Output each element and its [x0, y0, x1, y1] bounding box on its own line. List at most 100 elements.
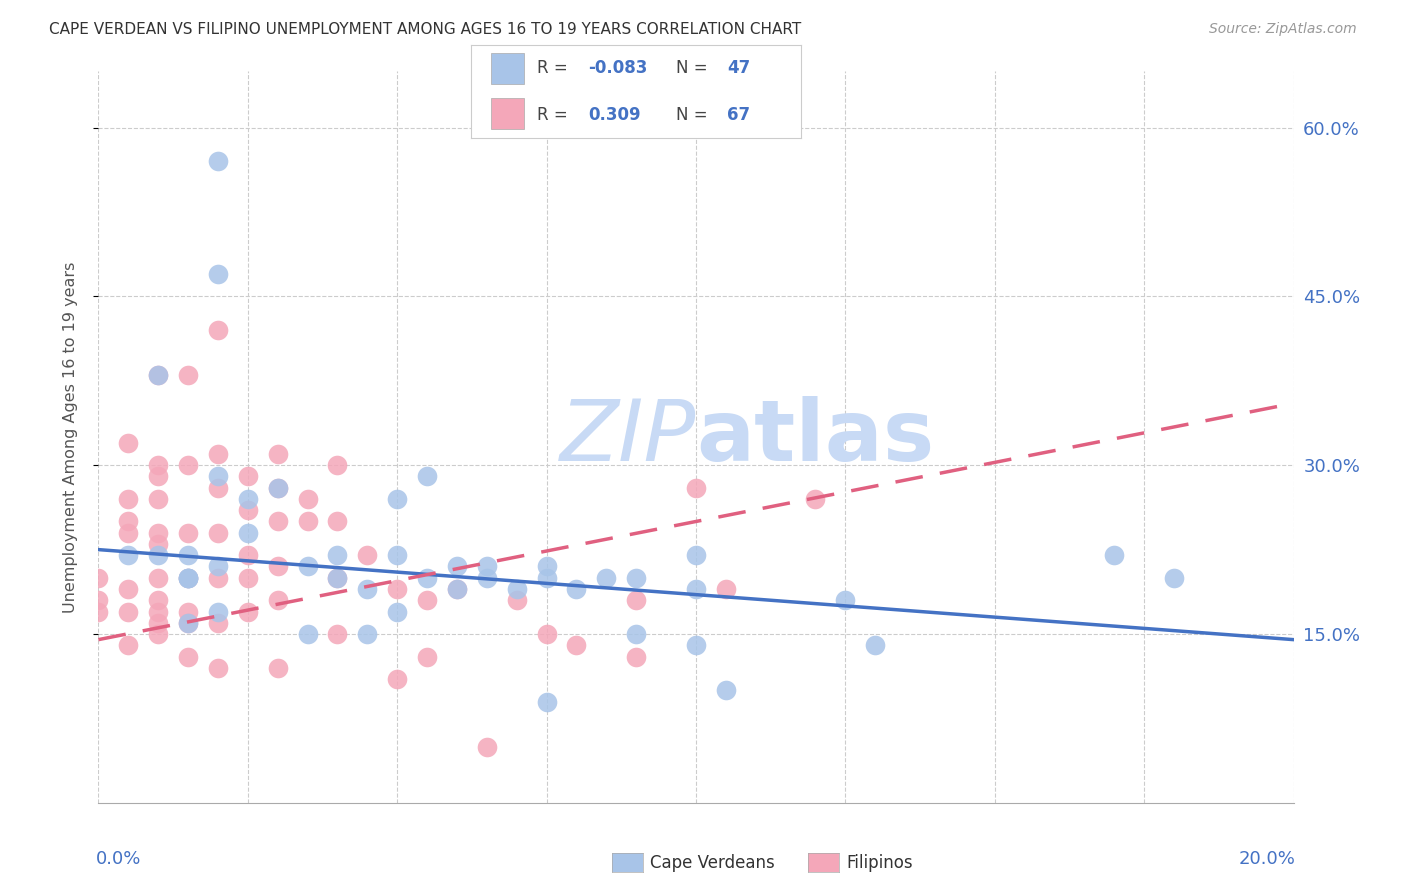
Point [207, 469, 229, 483]
Point [267, 481, 290, 495]
Point [117, 515, 139, 529]
Point [207, 615, 229, 630]
Point [207, 447, 229, 461]
Text: ZIP: ZIP [560, 395, 696, 479]
Point [626, 649, 648, 664]
Point [87, 593, 110, 607]
Point [177, 571, 200, 585]
Text: R =: R = [537, 59, 574, 77]
Point [1104, 548, 1126, 562]
Point [87, 605, 110, 619]
Point [117, 638, 139, 652]
Text: Filipinos: Filipinos [846, 854, 912, 871]
Point [326, 515, 349, 529]
Point [148, 593, 170, 607]
Point [626, 593, 648, 607]
Point [804, 491, 827, 506]
Point [446, 559, 468, 574]
Point [177, 571, 200, 585]
Point [297, 627, 319, 641]
Point [148, 458, 170, 473]
Point [117, 435, 139, 450]
Point [297, 559, 319, 574]
Point [536, 559, 558, 574]
Point [685, 638, 707, 652]
Point [236, 571, 259, 585]
Point [685, 481, 707, 495]
Point [148, 525, 170, 540]
Point [148, 537, 170, 551]
Point [236, 503, 259, 517]
Point [267, 661, 290, 675]
Point [177, 548, 200, 562]
Text: 47: 47 [727, 59, 751, 77]
Text: 20.0%: 20.0% [1239, 850, 1296, 868]
Point [385, 548, 409, 562]
Point [177, 571, 200, 585]
Point [416, 469, 439, 483]
Text: -0.083: -0.083 [588, 59, 648, 77]
Point [865, 638, 887, 652]
Point [446, 582, 468, 596]
Point [297, 491, 319, 506]
Point [326, 571, 349, 585]
Point [506, 593, 529, 607]
Point [356, 627, 378, 641]
Point [236, 491, 259, 506]
Point [148, 491, 170, 506]
Point [177, 649, 200, 664]
Point [267, 593, 290, 607]
Point [536, 571, 558, 585]
Y-axis label: Unemployment Among Ages 16 to 19 years: Unemployment Among Ages 16 to 19 years [63, 261, 77, 613]
Point [506, 582, 529, 596]
Point [207, 605, 229, 619]
Text: N =: N = [676, 59, 713, 77]
Point [177, 458, 200, 473]
Point [177, 525, 200, 540]
Point [148, 368, 170, 383]
Point [326, 548, 349, 562]
Bar [491, 98, 524, 129]
Point [267, 559, 290, 574]
Point [177, 615, 200, 630]
Point [385, 672, 409, 686]
Point [177, 571, 200, 585]
Point [207, 323, 229, 337]
Point [117, 491, 139, 506]
Point [356, 582, 378, 596]
Point [326, 571, 349, 585]
Point [87, 571, 110, 585]
Point [685, 548, 707, 562]
Point [236, 525, 259, 540]
Point [385, 582, 409, 596]
Point [297, 515, 319, 529]
Point [207, 267, 229, 281]
Point [834, 593, 856, 607]
Point [416, 649, 439, 664]
Point [236, 605, 259, 619]
Point [177, 605, 200, 619]
Point [714, 683, 737, 698]
Point [148, 548, 170, 562]
Point [416, 593, 439, 607]
Point [117, 548, 139, 562]
Point [267, 515, 290, 529]
Point [565, 638, 588, 652]
Point [626, 627, 648, 641]
Point [475, 559, 498, 574]
Point [148, 627, 170, 641]
Point [177, 368, 200, 383]
Text: atlas: atlas [696, 395, 934, 479]
Point [536, 694, 558, 708]
Point [356, 548, 378, 562]
Point [714, 582, 737, 596]
Point [267, 447, 290, 461]
Point [148, 469, 170, 483]
Point [236, 469, 259, 483]
Point [117, 582, 139, 596]
Point [207, 525, 229, 540]
Point [475, 571, 498, 585]
Point [326, 627, 349, 641]
Point [148, 571, 170, 585]
Text: 67: 67 [727, 106, 751, 124]
